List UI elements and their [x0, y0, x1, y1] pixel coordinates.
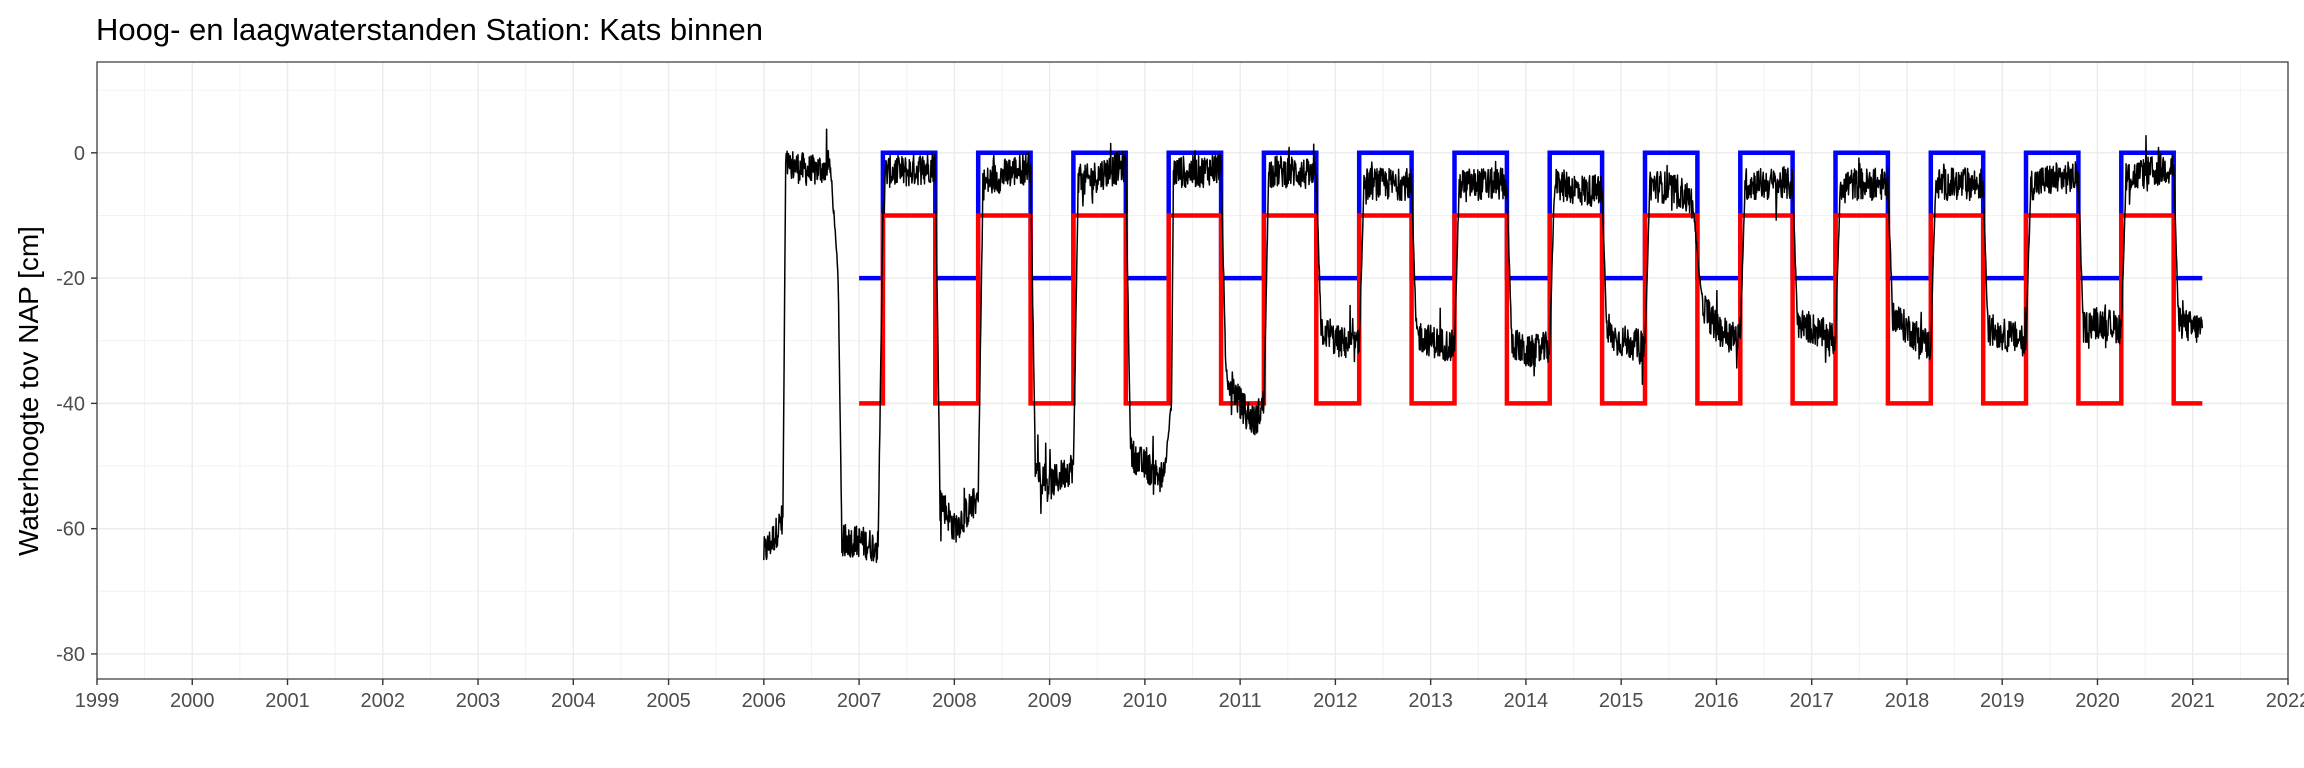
x-tick-label: 2016: [1694, 690, 1739, 712]
x-tick-label: 2014: [1504, 690, 1549, 712]
chart-title: Hoog- en laagwaterstanden Station: Kats …: [96, 12, 763, 47]
series-red-step: [859, 213, 2203, 406]
x-tick-label: 2007: [837, 690, 882, 712]
x-tick-label: 2005: [646, 690, 691, 712]
x-tick-label: 2000: [170, 690, 215, 712]
x-tick-label: 2022: [2266, 690, 2304, 712]
x-tick-label: 2017: [1789, 690, 1834, 712]
x-tick-label: 2011: [1219, 690, 1262, 712]
y-tick-label: 0: [74, 143, 85, 165]
x-tick-label: 2012: [1313, 690, 1358, 712]
x-tick-label: 2006: [742, 690, 787, 712]
x-tick-label: 2003: [456, 690, 501, 712]
x-tick-label: 2001: [265, 690, 310, 712]
x-tick-label: 2019: [1980, 690, 2025, 712]
x-tick-label: 2002: [361, 690, 406, 712]
x-tick-label: 2013: [1408, 690, 1453, 712]
axes: 0 -20 -40 -60 -80 1999 2000 2001 2002 2003 2004 200…: [56, 143, 2304, 712]
y-axis-title: Waterhoogte tov NAP [cm]: [13, 226, 44, 556]
y-tick-label: -60: [56, 519, 85, 541]
series-measured-water-level: [763, 128, 2204, 564]
y-tick-label: -40: [56, 393, 85, 415]
y-tick-label: -80: [56, 644, 85, 666]
x-tick-label: 2020: [2075, 690, 2120, 712]
plot-border: [96, 61, 2289, 680]
x-tick-label: 1999: [75, 690, 120, 712]
x-tick-label: 2015: [1599, 690, 1644, 712]
grid: [96, 62, 2289, 679]
x-tick-label: 2010: [1123, 690, 1168, 712]
x-tick-label: 2021: [2170, 690, 2215, 712]
y-tick-label: -20: [56, 268, 85, 290]
x-tick-label: 2009: [1027, 690, 1072, 712]
x-tick-label: 2008: [932, 690, 977, 712]
x-tick-label: 2018: [1885, 690, 1930, 712]
x-tick-label: 2004: [551, 690, 596, 712]
series-layer: [763, 128, 2204, 564]
